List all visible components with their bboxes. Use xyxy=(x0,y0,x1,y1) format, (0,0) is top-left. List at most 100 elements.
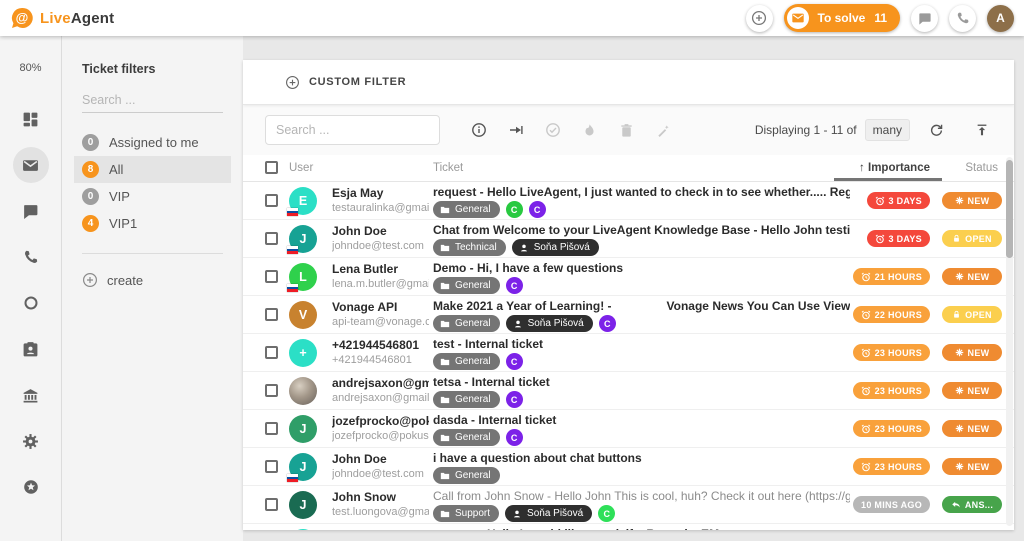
code-tag[interactable]: C xyxy=(598,505,616,522)
agent-tag[interactable]: Soňa Pišová xyxy=(505,505,593,522)
ticket-row[interactable]: E Esja May request - Hello I would like … xyxy=(243,524,1014,530)
ticket-row[interactable]: J jozefprocko@pokusa.... jozefprocko@pok… xyxy=(243,410,1014,448)
column-importance[interactable]: ↑ Importance xyxy=(859,162,930,174)
department-tag[interactable]: General xyxy=(433,429,500,446)
status-badge[interactable]: NEW xyxy=(942,344,1002,361)
sidebar-item-contacts[interactable] xyxy=(13,331,49,367)
scrollbar-thumb[interactable] xyxy=(1006,160,1013,258)
ticket-row[interactable]: J John Doe johndoe@test.com i have a que… xyxy=(243,448,1014,486)
department-tag[interactable]: Technical xyxy=(433,239,506,256)
resolve-icon[interactable] xyxy=(539,117,566,144)
column-status[interactable]: Status xyxy=(965,162,998,174)
department-tag[interactable]: General xyxy=(433,201,500,218)
importance-badge[interactable]: 23 HOURS xyxy=(852,382,930,399)
row-checkbox[interactable] xyxy=(265,422,278,435)
code-tag[interactable]: C xyxy=(528,201,546,218)
ticket-row[interactable]: E Esja May testauralinka@gmail.c... requ… xyxy=(243,182,1014,220)
importance-badge[interactable]: 23 HOURS xyxy=(852,420,930,437)
scroll-top-icon[interactable] xyxy=(968,117,995,144)
row-checkbox[interactable] xyxy=(265,460,278,473)
ticket-row[interactable]: L Lena Butler lena.m.butler@gmail.... De… xyxy=(243,258,1014,296)
row-checkbox[interactable] xyxy=(265,498,278,511)
row-checkbox[interactable] xyxy=(265,384,278,397)
department-tag[interactable]: General xyxy=(433,315,500,332)
create-filter-button[interactable]: create xyxy=(82,272,223,288)
ticket-subject[interactable]: Chat from Welcome to your LiveAgent Know… xyxy=(433,223,850,237)
chats-button[interactable] xyxy=(911,4,938,32)
status-badge[interactable]: NEW xyxy=(942,192,1002,209)
agent-tag[interactable]: Soňa Pišová xyxy=(505,315,593,332)
department-tag[interactable]: General xyxy=(433,467,500,484)
refresh-icon[interactable] xyxy=(923,117,950,144)
add-button[interactable] xyxy=(745,4,773,32)
calls-button[interactable] xyxy=(949,4,976,32)
sidebar-item-settings[interactable] xyxy=(13,423,49,459)
row-checkbox[interactable] xyxy=(265,346,278,359)
importance-badge[interactable]: 23 HOURS xyxy=(852,344,930,361)
sidebar-item-dashboard[interactable] xyxy=(13,101,49,137)
code-tag[interactable]: C xyxy=(505,353,523,370)
to-solve-button[interactable]: To solve 11 xyxy=(783,4,900,32)
ticket-subject[interactable]: Make 2021 a Year of Learning! - Vonage Ne… xyxy=(433,299,850,313)
ticket-row[interactable]: andrejsaxon@gmail.c... andrejsaxon@gmail… xyxy=(243,372,1014,410)
delete-icon[interactable] xyxy=(613,117,640,144)
department-tag[interactable]: General xyxy=(433,391,500,408)
ticket-subject[interactable]: i have a question about chat buttons xyxy=(433,451,642,465)
status-badge[interactable]: NEW xyxy=(942,420,1002,437)
sidebar-item-starred[interactable] xyxy=(13,469,49,505)
code-tag[interactable]: C xyxy=(505,429,523,446)
row-checkbox[interactable] xyxy=(265,194,278,207)
department-tag[interactable]: General xyxy=(433,353,500,370)
filter-item[interactable]: 0 Assigned to me xyxy=(74,129,231,156)
department-tag[interactable]: Support xyxy=(433,505,500,522)
select-all-checkbox[interactable] xyxy=(265,161,278,174)
filter-item[interactable]: 8 All xyxy=(74,156,231,183)
importance-badge[interactable]: 3 DAYS xyxy=(866,192,930,209)
liveagent-logo[interactable]: @ LiveAgent xyxy=(10,6,114,30)
ticket-row[interactable]: V Vonage API api-team@vonage.com Make 20… xyxy=(243,296,1014,334)
info-icon[interactable] xyxy=(465,117,492,144)
forward-icon[interactable] xyxy=(502,117,529,144)
agent-avatar[interactable]: A xyxy=(987,4,1014,32)
ticket-row[interactable]: J John Doe johndoe@test.com Chat from We… xyxy=(243,220,1014,258)
scrollbar-track[interactable] xyxy=(1006,157,1013,526)
code-tag[interactable]: C xyxy=(598,315,616,332)
ticket-subject[interactable]: request - Hello LiveAgent, I just wanted… xyxy=(433,185,850,199)
row-checkbox[interactable] xyxy=(265,270,278,283)
status-badge[interactable]: NEW xyxy=(942,382,1002,399)
sidebar-item-calls[interactable] xyxy=(13,239,49,275)
ticket-subject[interactable]: Call from John Snow - Hello John This is… xyxy=(433,489,850,503)
agent-tag[interactable]: Soňa Pišová xyxy=(511,239,599,256)
code-tag[interactable]: C xyxy=(505,277,523,294)
ticket-subject[interactable]: Demo - Hi, I have a few questions xyxy=(433,261,624,275)
merge-wand-icon[interactable] xyxy=(650,117,677,144)
importance-badge[interactable]: 21 HOURS xyxy=(852,268,930,285)
ticket-subject[interactable]: dasda - Internal ticket xyxy=(433,413,557,427)
sidebar-item-activity[interactable] xyxy=(13,285,49,321)
status-badge[interactable]: OPEN xyxy=(942,230,1002,247)
ticket-row[interactable]: J John Snow test.luongova@gmail.... Call… xyxy=(243,486,1014,524)
sidebar-item-tickets[interactable] xyxy=(12,147,49,183)
department-tag[interactable]: General xyxy=(433,277,500,294)
row-checkbox[interactable] xyxy=(265,308,278,321)
importance-badge[interactable]: 10 MINS AGO xyxy=(853,496,930,513)
custom-filter-button[interactable]: CUSTOM FILTER xyxy=(285,75,406,90)
ticket-row[interactable]: + +421944546801 +421944546801 test - Int… xyxy=(243,334,1014,372)
ticket-subject[interactable]: request - Hello I would like to ask if..… xyxy=(433,527,850,530)
code-tag[interactable]: C xyxy=(505,391,523,408)
row-checkbox[interactable] xyxy=(265,232,278,245)
filters-search-input[interactable] xyxy=(82,88,223,113)
status-badge[interactable]: OPEN xyxy=(942,306,1002,323)
ticket-subject[interactable]: tetsa - Internal ticket xyxy=(433,375,550,389)
importance-badge[interactable]: 22 HOURS xyxy=(852,306,930,323)
count-selector[interactable]: many xyxy=(864,119,910,141)
status-badge[interactable]: NEW xyxy=(942,458,1002,475)
code-tag[interactable]: C xyxy=(505,201,523,218)
sidebar-item-company[interactable] xyxy=(13,377,49,413)
sidebar-item-chats[interactable] xyxy=(13,193,49,229)
filter-item[interactable]: 0 VIP xyxy=(74,183,231,210)
spam-flame-icon[interactable] xyxy=(576,117,603,144)
importance-badge[interactable]: 23 HOURS xyxy=(852,458,930,475)
importance-badge[interactable]: 3 DAYS xyxy=(866,230,930,247)
ticket-subject[interactable]: test - Internal ticket xyxy=(433,337,544,351)
